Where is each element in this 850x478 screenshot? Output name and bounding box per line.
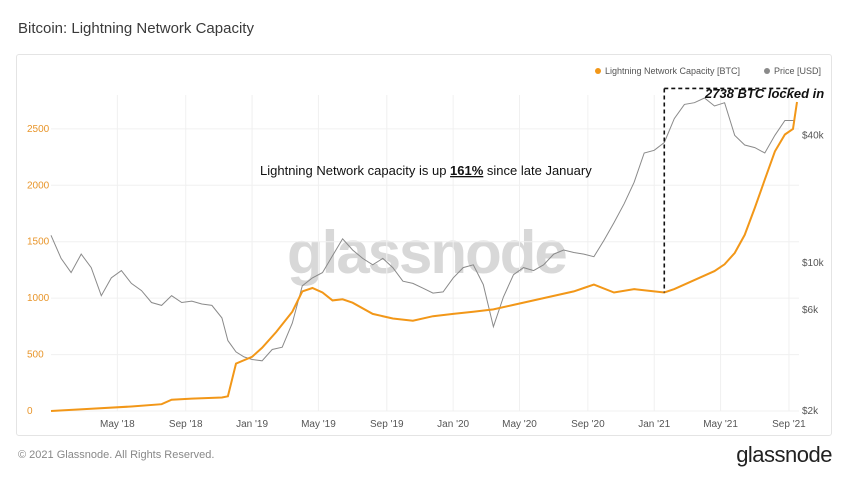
locked-in-annotation: 2738 BTC locked in [704,86,824,101]
x-tick-label: Sep '21 [772,419,806,430]
chart: glassnode 0 500 1000 1500 2000 2500 $2k $6k $10k… [27,66,825,430]
legend-capacity-dot[interactable] [595,68,601,74]
headline-percent: 161% [450,163,484,178]
y-right-tick-label: $6k [802,305,819,316]
x-tick-label: Jan '21 [638,419,670,430]
chart-frame: glassnode 0 500 1000 1500 2000 2500 $2k $6k $10k… [16,54,832,436]
annotation-box [663,87,797,293]
x-tick-label: Sep '19 [370,419,404,430]
legend-capacity-label[interactable]: Lightning Network Capacity [BTC] [605,66,740,76]
glassnode-logo: glassnode [736,442,832,467]
y-left-tick-label: 0 [27,406,33,417]
page-title: Bitcoin: Lightning Network Capacity [18,20,254,37]
x-tick-label: May '19 [301,419,336,430]
x-tick-label: Sep '18 [169,419,203,430]
legend: Lightning Network Capacity [BTC] Price [… [595,66,821,76]
x-tick-label: Sep '20 [571,419,605,430]
headline-prefix: Lightning Network capacity is up [260,163,450,178]
capacity-series-line [50,101,798,412]
capacity-layer [50,101,798,412]
x-tick-label: Jan '19 [236,419,268,430]
headline-suffix: since late January [483,163,592,178]
price-series-line [50,97,795,362]
y-right-tick-label: $10k [802,258,825,269]
legend-price-dot[interactable] [764,68,770,74]
x-tick-label: May '21 [703,419,738,430]
price-layer [50,97,795,362]
y-left-tick-label: 2000 [27,180,50,191]
x-tick-label: Jan '20 [437,419,469,430]
legend-price-label[interactable]: Price [USD] [774,66,821,76]
y-right-tick-label: $2k [802,406,819,417]
y-left-tick-label: 2500 [27,124,50,135]
watermark: glassnode [287,219,566,286]
y-left-tick-label: 1000 [27,293,50,304]
y-left-tick-label: 1500 [27,237,50,248]
x-tick-label: May '20 [502,419,537,430]
axis-layer: 0 500 1000 1500 2000 2500 $2k $6k $10k $40k May '1… [27,124,825,430]
y-left-tick-label: 500 [27,350,44,361]
x-tick-label: May '18 [100,419,135,430]
headline-annotation: Lightning Network capacity is up 161% si… [260,163,592,178]
copyright: © 2021 Glassnode. All Rights Reserved. [18,449,215,461]
y-right-tick-label: $40k [802,130,825,141]
